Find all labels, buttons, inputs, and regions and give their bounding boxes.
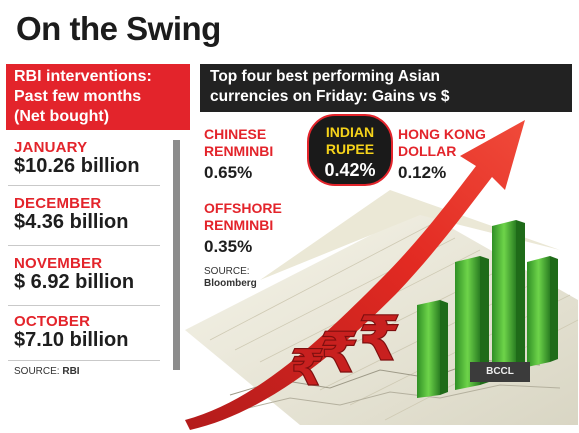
currency-name-offshore: OFFSHORE RENMINBI [204,200,282,234]
green-bar [492,220,516,378]
rupee-symbols: ₹ ₹ ₹ [289,301,401,397]
currency-value-chinese: 0.65% [204,163,253,182]
amount-value: $ 6.92 billion [14,271,135,293]
green-bar [440,300,448,395]
currency-name-chinese: CHINESE RENMINBI [204,126,273,160]
currency-name-line: INDIAN [325,124,375,140]
currency-header-line: currencies on Friday: Gains vs $ [210,88,450,105]
divider [8,305,160,306]
green-bar [550,256,558,362]
source-prefix: SOURCE: [14,366,63,377]
month-label: DECEMBER [14,195,102,212]
source-name: RBI [62,366,80,377]
currency-name-rupee: INDIAN RUPEE [309,124,391,158]
currency-name-line: DOLLAR [398,143,457,159]
month-label: JANUARY [14,139,88,156]
currency-header-line: Top four best performing Asian [210,68,440,85]
divider [8,185,160,186]
green-bar [516,220,525,372]
currency-name-line: OFFSHORE [204,200,282,216]
page-title: On the Swing [16,10,221,47]
green-bar [455,256,480,390]
month-label: OCTOBER [14,313,91,330]
month-label: NOVEMBER [14,255,103,272]
photo-credit: BCCL [470,362,530,382]
rupee-symbol: ₹ [290,339,325,397]
amount-value: $4.36 billion [14,211,129,233]
bloomberg-source: SOURCE: Bloomberg [204,266,257,290]
currency-name-line: RUPEE [325,141,375,157]
amount-value: $10.26 billion [14,155,140,177]
source-prefix: SOURCE: [204,266,250,277]
currency-value-offshore: 0.35% [204,237,253,256]
rising-arrow [185,120,525,430]
currency-name-hongkong: HONG KONG DOLLAR [398,126,486,160]
currency-name-line: HONG KONG [398,126,486,142]
rbi-source: SOURCE: RBI [14,366,80,377]
currency-header: Top four best performing Asian currencie… [200,64,572,112]
vertical-divider [173,140,180,370]
green-bars [417,220,558,398]
indian-rupee-badge: INDIAN RUPEE 0.42% [307,114,393,186]
rupee-symbol: ₹ [358,302,401,375]
paper-line [239,384,561,411]
rbi-header-line: RBI interventions: [14,68,152,85]
source-name: Bloomberg [204,278,257,289]
currency-value-hongkong: 0.12% [398,163,447,182]
green-bar [527,256,550,367]
green-bar [480,256,489,385]
amount-value: $7.10 billion [14,329,129,351]
divider [8,360,160,361]
rbi-header-line: Past few months [14,88,142,105]
rupee-symbol: ₹ [320,321,359,386]
rbi-header: RBI interventions: Past few months (Net … [6,64,190,130]
green-bar [417,300,440,398]
currency-name-line: RENMINBI [204,143,274,159]
rbi-header-line: (Net bought) [14,108,110,125]
divider [8,245,160,246]
currency-name-line: CHINESE [204,126,267,142]
currency-name-line: RENMINBI [204,217,274,233]
currency-value-rupee: 0.42% [324,160,376,180]
